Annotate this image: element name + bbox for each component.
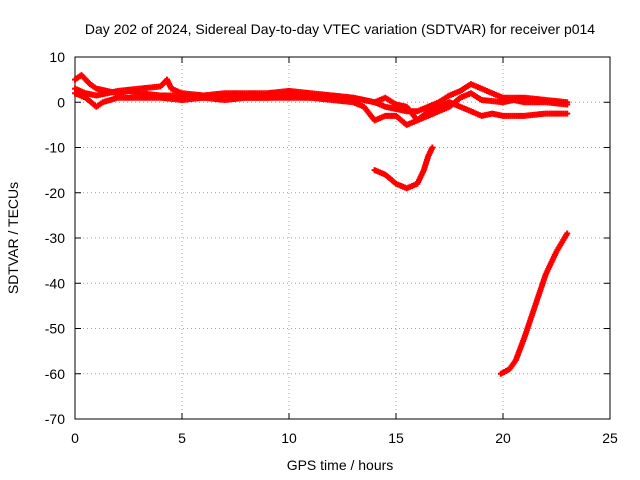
data-point <box>564 110 571 117</box>
grid-lines <box>75 57 610 419</box>
y-tick-label: 10 <box>49 49 65 65</box>
chart-title: Day 202 of 2024, Sidereal Day-to-day VTE… <box>85 21 595 37</box>
y-tick-label: -40 <box>45 275 65 291</box>
x-axis-label: GPS time / hours <box>287 457 394 473</box>
x-tick-label: 25 <box>602 430 618 446</box>
series-track-c <box>72 90 571 128</box>
x-tick-label: 10 <box>281 430 297 446</box>
x-tick-label: 0 <box>71 430 79 446</box>
y-tick-label: -10 <box>45 140 65 156</box>
series-track-d <box>371 144 436 192</box>
series-track-e <box>497 230 571 377</box>
y-tick-label: 0 <box>57 94 65 110</box>
y-axis-label: SDTVAR / TECUs <box>5 182 21 294</box>
x-tick-label: 5 <box>178 430 186 446</box>
data-point <box>429 144 436 151</box>
y-tick-label: -70 <box>45 411 65 427</box>
data-point <box>564 230 571 237</box>
x-tick-label: 15 <box>388 430 404 446</box>
data-point <box>564 101 571 108</box>
y-tick-label: -60 <box>45 366 65 382</box>
axis-ticks: 0 5 10 15 20 25 -70 -60 -50 -40 -30 -20 -10 0 10 <box>45 49 618 446</box>
y-tick-label: -50 <box>45 321 65 337</box>
series-track-b <box>72 76 571 124</box>
data-series <box>72 72 571 377</box>
y-tick-label: -30 <box>45 230 65 246</box>
x-tick-label: 20 <box>495 430 511 446</box>
y-tick-label: -20 <box>45 185 65 201</box>
